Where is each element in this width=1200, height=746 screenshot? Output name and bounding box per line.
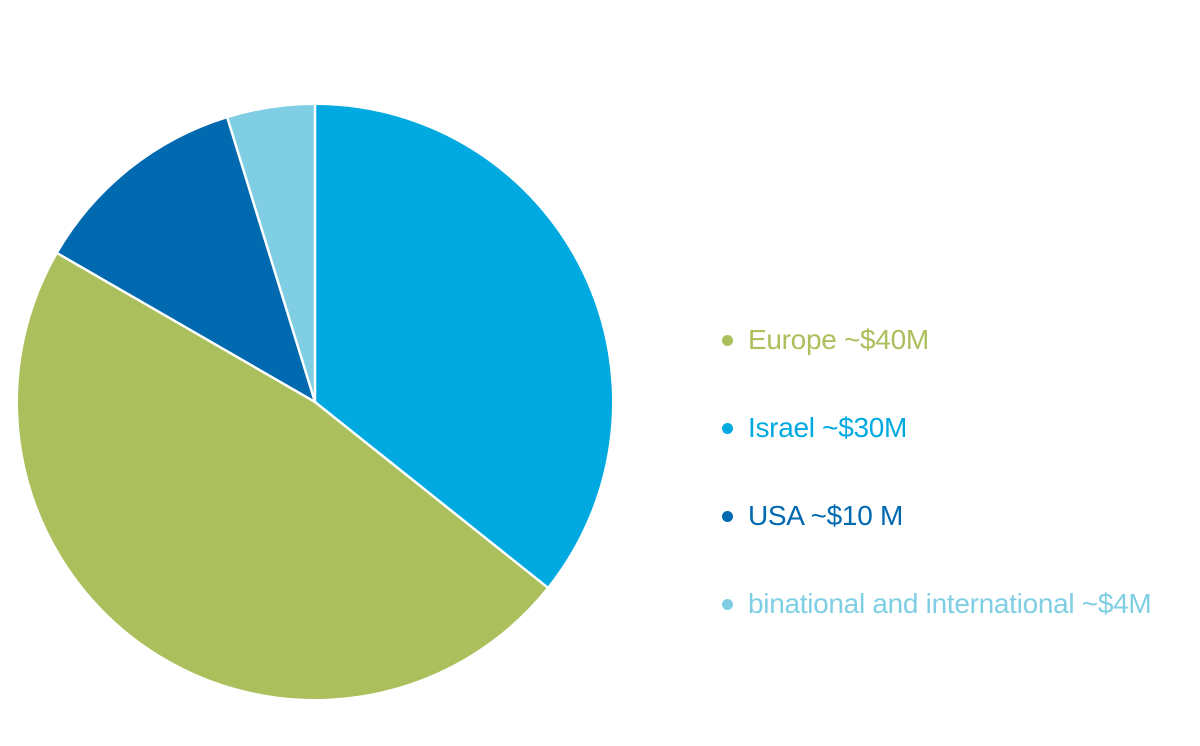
legend-bullet-dot [722, 598, 733, 610]
slice-separator [314, 401, 548, 589]
legend: Europe ~$40M Israel ~$30M USA ~$10 M bin… [722, 322, 1152, 622]
legend-label-israel: Israel ~$30M [748, 412, 908, 443]
legend-bullet-dot [722, 334, 733, 346]
legend-bullet-dot [722, 422, 733, 434]
slice-separator [226, 117, 317, 403]
legend-label-usa: USA ~$10 M [748, 500, 903, 531]
pie-slice-israel [315, 105, 612, 588]
slice-separator [57, 252, 316, 404]
pie-slice-europe [18, 253, 548, 699]
legend-item-usa: USA ~$10 M [722, 498, 1151, 534]
pie-slice-usa [57, 118, 315, 402]
legend-item-europe: Europe ~$40M [722, 322, 1151, 358]
legend-item-binational: binational and international ~$4M [722, 586, 1152, 622]
legend-label-europe: Europe ~$40M [748, 324, 929, 355]
legend-item-israel: Israel ~$30M [722, 410, 1151, 446]
legend-bullet-dot [722, 510, 733, 522]
legend-label-binational: binational and international ~$4M [748, 588, 1152, 619]
